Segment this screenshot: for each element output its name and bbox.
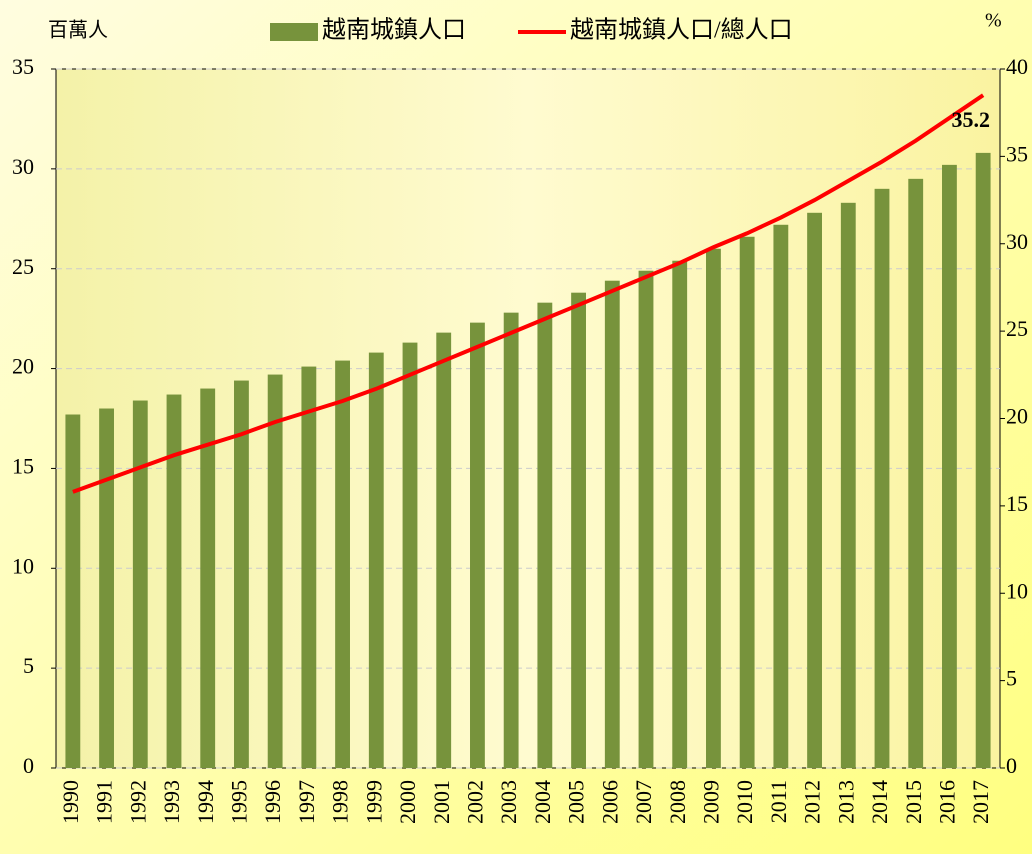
y2-tick-label: 25 bbox=[1006, 316, 1028, 341]
bar bbox=[132, 400, 148, 768]
x-tick-label: 1995 bbox=[226, 780, 251, 824]
x-tick-label: 1999 bbox=[361, 780, 386, 824]
bar bbox=[975, 152, 991, 768]
bar bbox=[200, 388, 216, 768]
x-tick-label: 2011 bbox=[766, 780, 791, 823]
x-tick-label: 2010 bbox=[732, 780, 757, 824]
x-tick-label: 2002 bbox=[462, 780, 487, 824]
bar bbox=[672, 260, 688, 768]
x-tick-label: 2012 bbox=[800, 780, 825, 824]
bar bbox=[166, 394, 182, 768]
legend-label: 越南城鎮人口/總人口 bbox=[570, 17, 793, 44]
bar bbox=[807, 212, 822, 768]
x-tick-label: 1998 bbox=[328, 780, 353, 824]
y-tick-label: 5 bbox=[23, 653, 34, 678]
x-tick-label: 1994 bbox=[193, 780, 218, 824]
y2-tick-label: 30 bbox=[1006, 229, 1028, 254]
y-tick-label: 15 bbox=[12, 453, 34, 478]
y2-tick-label: 5 bbox=[1006, 666, 1017, 691]
x-tick-label: 1990 bbox=[58, 780, 83, 824]
legend-swatch bbox=[270, 23, 318, 41]
y2-tick-label: 10 bbox=[1006, 578, 1028, 603]
bar bbox=[234, 380, 249, 768]
bar bbox=[773, 224, 789, 768]
x-tick-label: 2000 bbox=[395, 780, 420, 824]
bar bbox=[537, 302, 553, 768]
x-tick-label: 1996 bbox=[260, 780, 285, 824]
x-tick-label: 2016 bbox=[934, 780, 959, 824]
bar bbox=[436, 332, 452, 768]
x-tick-label: 1992 bbox=[125, 780, 150, 824]
bar bbox=[908, 178, 924, 769]
x-tick-label: 2013 bbox=[833, 780, 858, 824]
y2-tick-label: 15 bbox=[1006, 491, 1028, 516]
y-tick-label: 20 bbox=[12, 354, 34, 379]
y2-tick-label: 40 bbox=[1006, 54, 1028, 79]
bar bbox=[99, 408, 114, 768]
line bbox=[72, 93, 985, 494]
y-tick-label: 30 bbox=[12, 154, 34, 179]
bar bbox=[503, 312, 519, 768]
y2-tick-label: 35 bbox=[1006, 141, 1028, 166]
bar bbox=[706, 248, 721, 768]
y-tick-label: 0 bbox=[23, 753, 34, 778]
x-tick-label: 2014 bbox=[867, 780, 892, 824]
y2-tick-label: 0 bbox=[1006, 753, 1017, 778]
y-axis-label: 百萬人 bbox=[48, 19, 108, 42]
y2-axis-label: % bbox=[985, 10, 1002, 32]
x-tick-label: 2009 bbox=[698, 780, 723, 824]
y-tick-label: 25 bbox=[12, 254, 34, 279]
x-tick-label: 2003 bbox=[496, 780, 521, 824]
bar bbox=[301, 366, 317, 768]
x-tick-label: 2004 bbox=[530, 780, 555, 824]
bar bbox=[604, 280, 620, 768]
bar bbox=[571, 292, 586, 768]
x-tick-label: 2007 bbox=[631, 780, 656, 824]
y-tick-label: 35 bbox=[12, 54, 34, 79]
x-tick-label: 2017 bbox=[968, 780, 993, 824]
x-tick-label: 1991 bbox=[92, 780, 117, 824]
bar bbox=[335, 360, 350, 768]
bar bbox=[470, 322, 485, 768]
y2-tick-label: 20 bbox=[1006, 404, 1028, 429]
bar bbox=[368, 352, 384, 768]
bar bbox=[65, 414, 81, 768]
x-tick-label: 1993 bbox=[159, 780, 184, 824]
x-tick-label: 2001 bbox=[429, 780, 454, 824]
y-tick-label: 10 bbox=[12, 553, 34, 578]
x-tick-label: 2006 bbox=[597, 780, 622, 824]
x-tick-label: 1997 bbox=[294, 780, 319, 824]
x-tick-label: 2015 bbox=[901, 780, 926, 824]
bar bbox=[638, 270, 654, 768]
bar bbox=[739, 236, 755, 768]
x-tick-label: 2008 bbox=[665, 780, 690, 824]
annotation: 35.2 bbox=[952, 107, 991, 132]
bar bbox=[874, 188, 890, 769]
x-tick-label: 2005 bbox=[564, 780, 589, 824]
legend-label: 越南城鎮人口 bbox=[322, 17, 466, 44]
bar bbox=[267, 374, 283, 768]
bar bbox=[942, 164, 957, 768]
bar bbox=[840, 202, 856, 768]
bar bbox=[402, 342, 418, 768]
